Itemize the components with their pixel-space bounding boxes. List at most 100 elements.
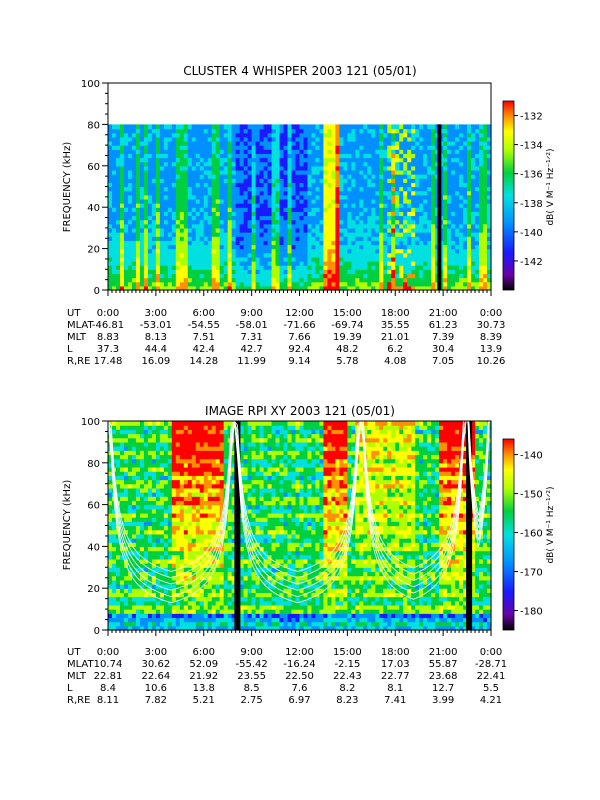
spectrogram-cell: [187, 153, 193, 159]
spectrogram-cell: [127, 529, 133, 535]
spectrogram-cell: [179, 592, 185, 598]
spectrogram-cell: [447, 198, 452, 204]
spectrogram-cell: [355, 256, 360, 262]
spectrogram-cell: [123, 211, 129, 217]
spectrogram-cell: [315, 236, 321, 241]
spectrogram-cell: [155, 203, 161, 208]
spectrogram-cell: [351, 128, 356, 134]
spectrogram-cell: [355, 207, 360, 212]
spectrogram-cell: [139, 542, 145, 547]
spectrogram-cell: [159, 161, 165, 167]
spectrogram-cell: [123, 500, 129, 506]
ephemeris-value: 10.26: [477, 356, 506, 367]
spectrogram-cell: [259, 157, 265, 163]
spectrogram-cell: [239, 252, 245, 258]
spectrogram-cell: [327, 252, 333, 258]
spectrogram-cell: [159, 215, 165, 221]
spectrogram-cell: [223, 182, 229, 188]
spectrogram-cell: [471, 232, 476, 237]
spectrogram-cell: [423, 132, 428, 138]
spectrogram-cell: [123, 207, 129, 212]
spectrogram-cell: [395, 174, 400, 179]
spectrogram-cell: [407, 169, 412, 175]
spectrogram-cell: [119, 157, 125, 163]
spectrogram-cell: [215, 178, 221, 183]
spectrogram-cell: [123, 533, 129, 539]
spectrogram-cell: [155, 621, 161, 627]
spectrogram-cell: [167, 504, 173, 510]
spectrogram-cell: [263, 186, 269, 192]
spectrogram-cell: [475, 285, 480, 291]
spectrogram-cell: [191, 207, 197, 212]
spectrogram-cell: [167, 149, 173, 154]
spectrogram-cell: [147, 596, 153, 602]
spectrogram-cell: [187, 198, 193, 204]
spectrogram-cell: [175, 215, 181, 221]
spectrogram-cell: [159, 571, 165, 577]
spectrogram-cell: [163, 550, 169, 556]
spectrogram-cell: [403, 136, 408, 142]
spectrogram-cell: [419, 186, 424, 192]
spectrogram-cell: [463, 178, 468, 183]
spectrogram-cell: [151, 186, 157, 192]
spectrogram-cell: [263, 136, 269, 142]
spectrogram-cell: [403, 281, 408, 287]
spectrogram-cell: [135, 538, 141, 543]
spectrogram-cell: [247, 124, 253, 130]
spectrogram-cell: [167, 215, 173, 221]
spectrogram-cell: [343, 161, 348, 167]
spectrogram-cell: [119, 285, 125, 291]
ephemeris-value: 19.39: [333, 332, 362, 343]
spectrogram-cell: [127, 190, 133, 196]
spectrogram-cell: [423, 211, 428, 217]
spectrogram-cell: [287, 190, 293, 196]
spectrogram-cell: [367, 149, 372, 154]
spectrogram-cell: [439, 256, 444, 262]
spectrogram-cell: [143, 508, 149, 514]
spectrogram-cell: [179, 265, 185, 270]
spectrogram-cell: [147, 588, 153, 593]
spectrogram-cell: [275, 136, 281, 142]
spectrogram-cell: [231, 182, 237, 188]
spectrogram-cell: [223, 165, 229, 171]
spectrogram-cell: [175, 575, 181, 581]
spectrogram-cell: [375, 273, 380, 279]
spectrogram-cell: [171, 157, 177, 163]
spectrogram-cell: [123, 261, 129, 266]
spectrogram-cell: [179, 207, 185, 212]
spectrogram-cell: [427, 186, 432, 192]
spectrogram-cell: [183, 165, 189, 171]
spectrogram-cell: [123, 529, 129, 535]
spectrogram-cell: [119, 433, 125, 439]
spectrogram-cell: [423, 169, 428, 175]
spectrogram-cell: [447, 145, 452, 150]
spectrogram-cell: [395, 194, 400, 200]
spectrogram-cell: [407, 252, 412, 258]
spectrogram-cell: [459, 169, 464, 175]
spectrogram-cell: [343, 190, 348, 196]
spectrogram-cell: [147, 265, 153, 270]
spectrogram-cell: [151, 198, 157, 204]
spectrogram-cell: [335, 232, 340, 237]
spectrogram-cell: [243, 285, 249, 291]
spectrogram-cell: [139, 252, 145, 258]
spectrogram-cell: [167, 604, 173, 610]
spectrogram-cell: [219, 252, 225, 258]
spectrogram-cell: [175, 617, 181, 623]
spectrogram-cell: [467, 145, 472, 150]
spectrogram-cell: [127, 182, 133, 188]
spectrogram-cell: [323, 157, 329, 163]
spectrogram-cell: [335, 207, 340, 212]
spectrogram-cell: [135, 227, 141, 233]
spectrogram-cell: [171, 500, 177, 506]
spectrogram-cell: [463, 140, 468, 146]
spectrogram-cell: [427, 178, 432, 183]
spectrogram-cell: [355, 169, 360, 175]
spectrogram-cell: [403, 178, 408, 183]
spectrogram-cell: [403, 232, 408, 237]
spectrogram-cell: [303, 174, 309, 179]
spectrogram-cell: [215, 182, 221, 188]
spectrogram-cell: [415, 132, 420, 138]
spectrogram-cell: [199, 244, 205, 250]
spectrogram-cell: [167, 466, 173, 472]
